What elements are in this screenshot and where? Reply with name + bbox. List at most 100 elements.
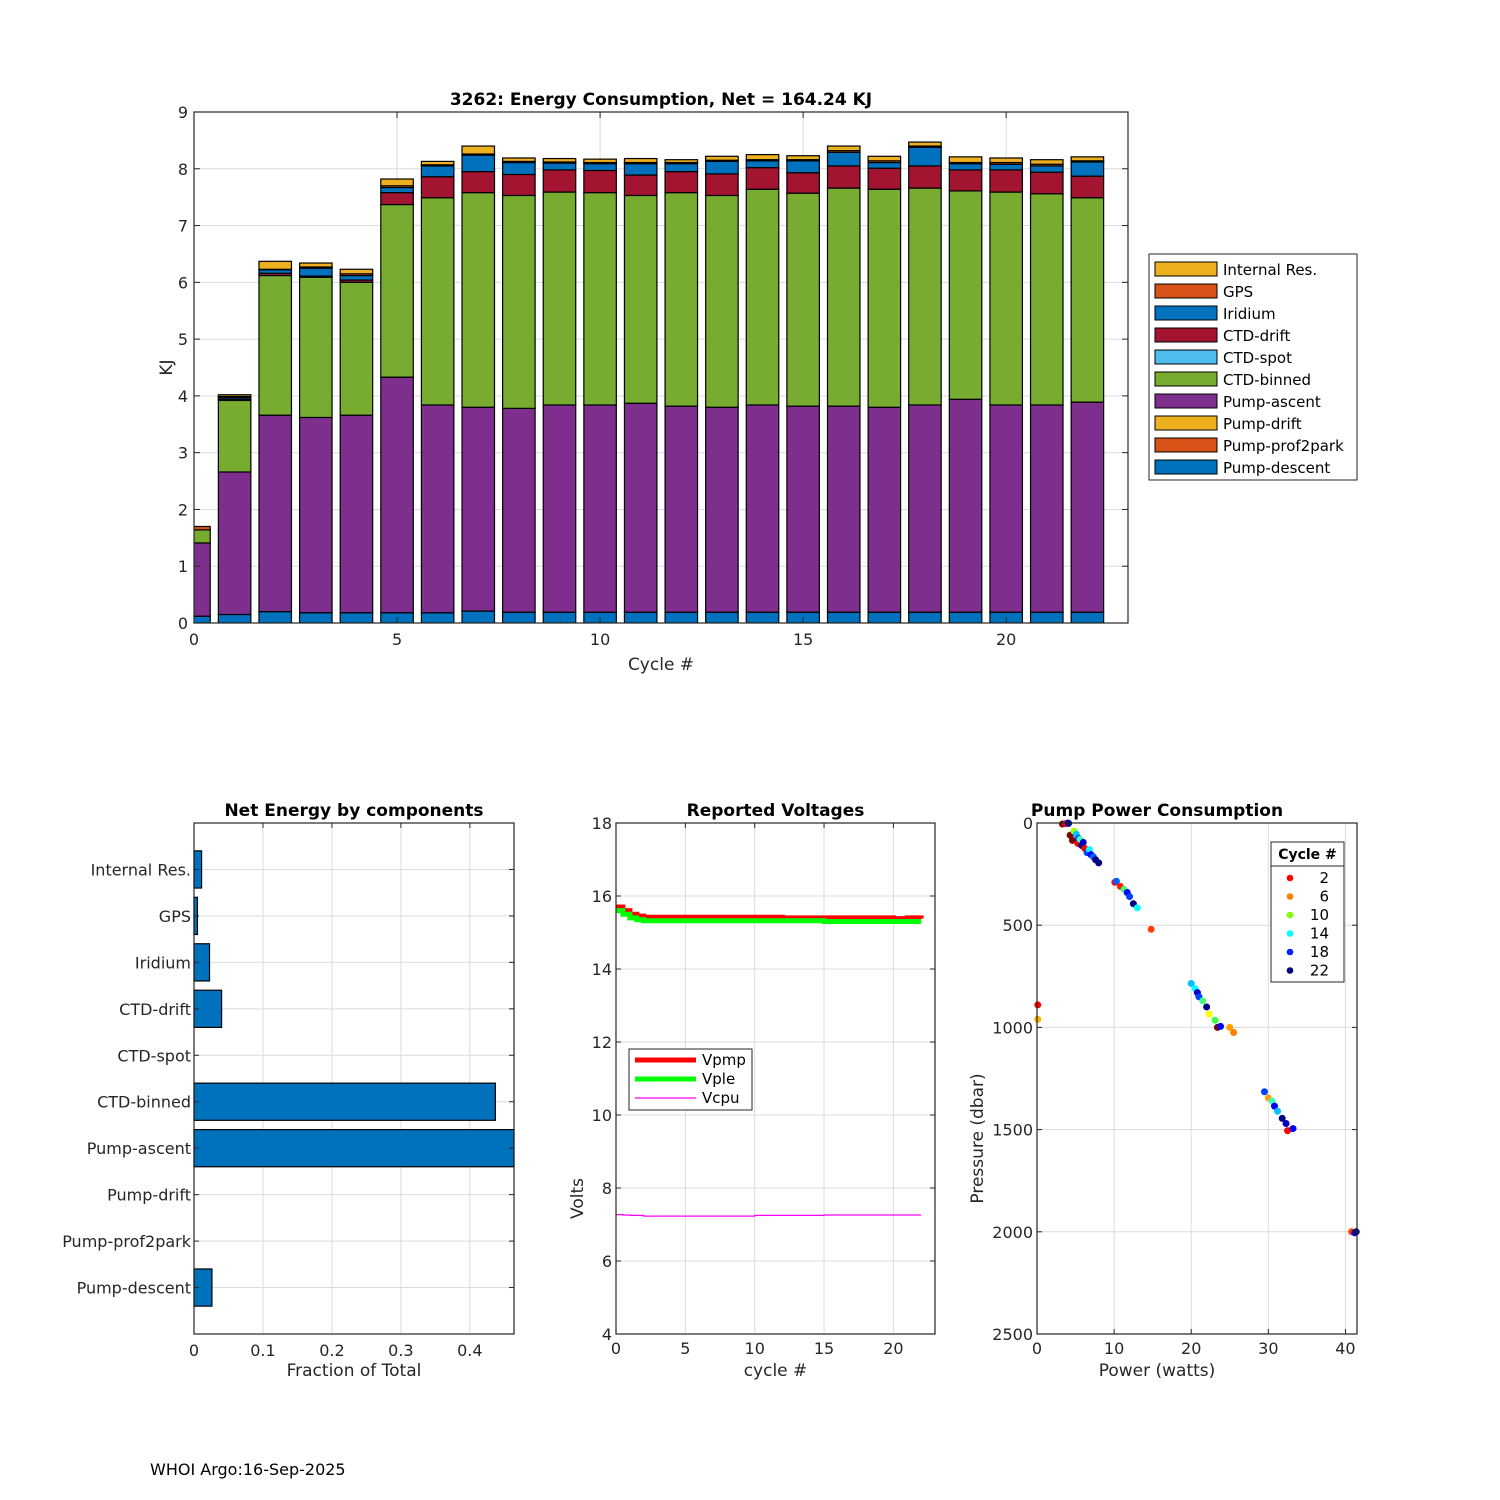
scatter-point [1147,925,1155,933]
bar-segment-ctd-drift [420,176,455,199]
y-tick-label: 6 [602,1252,612,1271]
bar-segment-iridium [461,154,496,173]
bar-segment-ctd-drift [705,173,739,197]
y-tick-label: 4 [602,1325,612,1344]
y-tick-label: 1 [178,557,188,576]
bar-segment-pump-ascent [705,406,739,613]
x-axis-label: cycle # [744,1361,808,1381]
bar-segment-ctd-binned [194,529,211,544]
bar-segment-pump-ascent [908,404,942,613]
bar-segment-pump-descent [502,611,536,623]
scatter-point [1270,1102,1278,1110]
y-tick-label: 0 [1023,814,1033,833]
bar-segment-ctd-drift [989,169,1024,193]
scatter-point [1274,1107,1282,1115]
bar-segment-pump-ascent [583,404,617,613]
bar-segment-pump-ascent [623,402,658,613]
bar-segment-gps [194,525,211,531]
scatter-point [1203,1003,1211,1011]
bar-segment-pump-ascent [989,404,1024,613]
legend-label: Pump-descent [1223,459,1330,477]
y-tick-label: 6 [178,273,188,292]
legend-label: Pump-ascent [1223,393,1321,411]
legend-marker [1286,967,1294,974]
bar-segment-pump-descent [664,611,699,623]
legend-box [1270,841,1345,983]
legend-label: Vple [702,1070,735,1088]
bar-segment-pump-ascent [948,398,983,613]
x-tick-label: 0.4 [457,1341,482,1360]
bar-segment-internal-res- [420,160,455,166]
scatter-point [1284,1127,1292,1135]
legend-marker [1286,874,1294,882]
bar-segment-iridium [542,162,577,171]
bar-stacks [194,141,1105,623]
bar-segment-pump-descent [867,611,902,623]
x-tick-label: 0 [1032,1339,1042,1358]
legend-label: Vpmp [702,1051,746,1069]
bar-segment-iridium [502,161,536,176]
bar-segment-pump-descent [908,611,942,623]
legend-swatch [1154,261,1218,277]
scatter-point [1095,859,1103,867]
bar-segment-internal-res- [826,145,861,152]
bar-segment-ctd-drift [583,169,617,194]
chart-title: Net Energy by components [224,801,483,821]
bar-segment-iridium [989,163,1024,171]
bar-segment-ctd-drift [745,167,780,190]
bar-segment-internal-res- [1029,159,1064,165]
bar-segment-iridium [948,163,983,171]
bar-segment-pump-ascent [194,542,211,617]
legend-marker [1286,948,1294,956]
y-tick-label: 0 [178,614,188,633]
fraction-bar [193,1082,496,1121]
energy-axes-box [193,111,1129,624]
x-tick-label: 10 [745,1339,765,1358]
bar-segment-internal-res- [502,157,536,162]
bar-segment-ctd-binned [542,191,577,406]
legend-label: Pump-drift [1223,415,1302,433]
bar-segment-pump-descent [623,611,658,623]
bar-segment-ctd-binned [583,192,617,406]
footer-stamp: WHOI Argo:16-Sep-2025 [150,1460,346,1479]
bar-segment-pump-ascent [298,416,333,614]
bar-segment-ctd-drift [664,171,699,194]
scatter-point [1226,1023,1234,1031]
bar-segment-pump-descent [258,611,293,623]
voltage-axes-box [615,822,936,1335]
bar-segment-iridium [705,160,739,175]
legend-label: 22 [1310,962,1329,980]
bar-segment-ctd-binned [380,203,414,378]
bar-segment-pump-ascent [258,414,293,613]
legend-label: CTD-drift [1223,327,1290,345]
bar-segment-pump-descent [217,613,252,623]
scatter-point [1205,1010,1213,1018]
y-axis-label: KJ [157,359,177,375]
x-tick-label: 5 [392,630,402,649]
energy-background [194,112,1128,623]
scatter-point [1187,979,1195,987]
bar-segment-pump-ascent [420,404,455,614]
bar-segment-internal-res- [542,157,577,163]
scatter-point [1289,1125,1297,1133]
fraction-bar [193,1128,515,1168]
category-label: GPS [159,907,191,926]
category-label: CTD-binned [97,1093,191,1112]
bar-segment-ctd-drift [826,165,861,189]
pump-axes-box [1036,822,1358,1335]
y-tick-label: 5 [178,330,188,349]
y-tick-label: 7 [178,217,188,236]
category-label: Pump-drift [107,1186,191,1205]
bar-segment-pump-ascent [786,405,820,613]
voltage-chart: 4 6 8 10 12 14 16 18 0 5 10 15 20 Reported Voltages cy… [568,801,936,1381]
bar-segment-iridium [867,161,902,169]
bar-segment-ctd-drift [908,165,942,189]
bar-segment-pump-ascent [826,405,861,613]
legend-marker [1286,911,1294,919]
bar-segment-pump-descent [339,612,374,623]
bar-segment-ctd-binned [908,187,942,406]
scatter-point [1112,877,1120,885]
